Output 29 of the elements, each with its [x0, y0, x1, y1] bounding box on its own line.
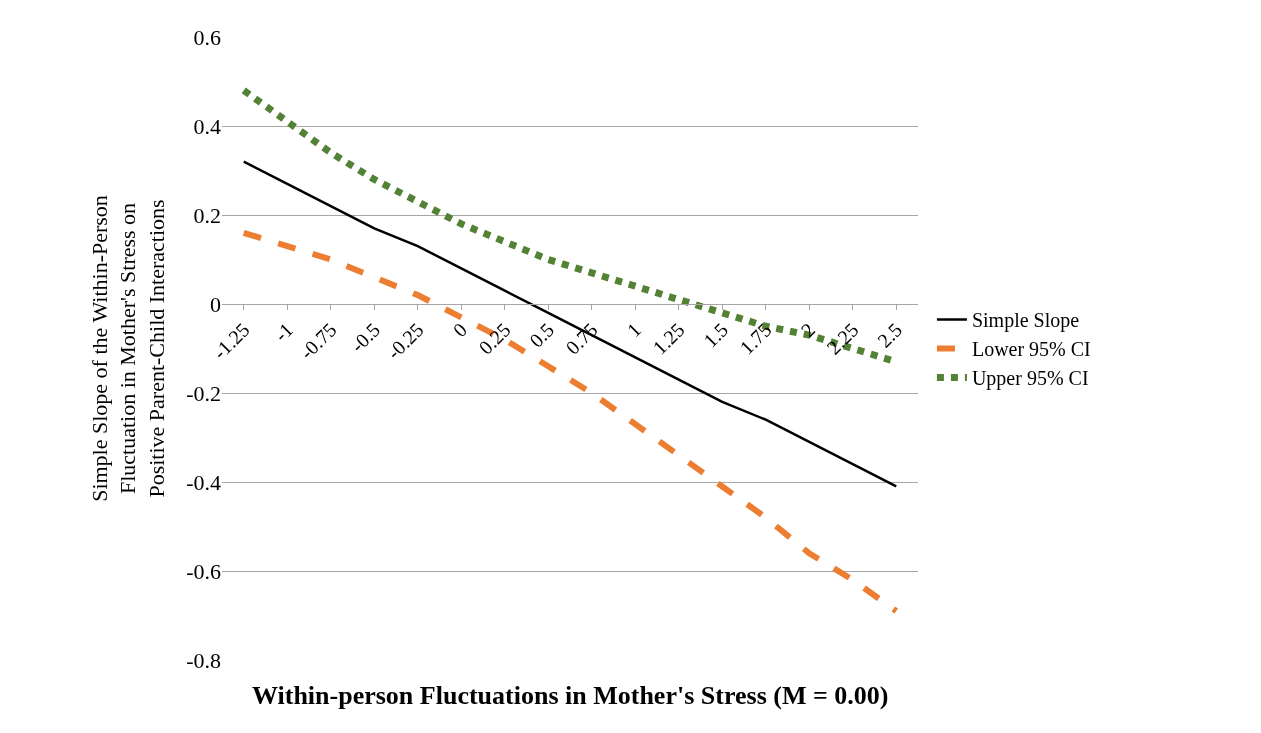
legend-label: Upper 95% CI	[971, 367, 1089, 391]
x-tick-label: 0.25	[474, 318, 515, 359]
y-tick-label: 0.2	[193, 202, 221, 228]
x-axis-title: Within-person Fluctuations in Mother's Stress (M = 0.00)	[252, 681, 889, 710]
x-tick-label: -0.5	[346, 318, 385, 357]
x-tick-label: 1.75	[735, 318, 776, 359]
x-tick-label: 0	[448, 318, 472, 341]
y-tick-label: 0	[210, 291, 221, 317]
x-tick-label: 1.5	[698, 318, 733, 352]
x-tick-label: -0.75	[295, 318, 341, 364]
y-tick-label: -0.4	[186, 469, 221, 495]
y-axis-title: Simple Slope of the Within-Person Fluctuation in Mother's Stress on Positive Parent-Child Interactions	[86, 195, 169, 502]
x-tick-label: -1	[269, 318, 298, 346]
y-tick-label: 0.6	[193, 24, 221, 50]
y-tick-label: -0.6	[186, 558, 221, 584]
y-tick-label: -0.2	[186, 380, 221, 406]
x-tick-label: 0.75	[561, 318, 602, 359]
x-tick-label: 2	[796, 318, 820, 341]
legend-label: Simple Slope	[971, 309, 1080, 333]
x-tick-label: 2.5	[872, 318, 907, 352]
legend-label: Lower 95% CI	[971, 338, 1091, 361]
x-tick-label: -1.25	[208, 318, 254, 364]
x-tick-label: 1.25	[648, 318, 689, 359]
x-tick-label: 1	[622, 318, 646, 341]
x-tick-label: -0.25	[382, 318, 428, 364]
x-tick-label: 0.5	[524, 318, 559, 352]
x-tick-label: 2.25	[822, 318, 863, 359]
y-tick-label: 0.4	[193, 113, 221, 139]
y-tick-label: -0.8	[186, 647, 221, 673]
